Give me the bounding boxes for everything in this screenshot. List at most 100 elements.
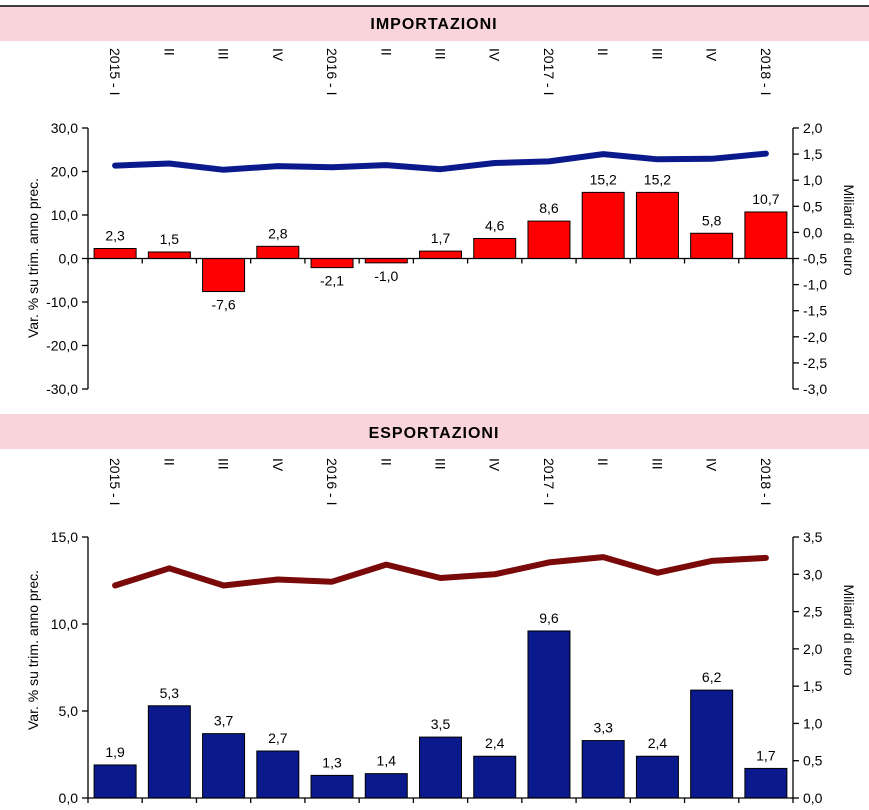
imp-category-label: II bbox=[595, 48, 611, 56]
exp-category-label: 2016 - I bbox=[324, 458, 340, 505]
exp-ytick-label: 5,0 bbox=[59, 703, 79, 719]
exp-value-label: 1,7 bbox=[756, 747, 776, 763]
exp-value-label: 1,9 bbox=[105, 744, 125, 760]
imp-y2tick-label: -0,5 bbox=[803, 251, 827, 267]
exp-category-label: IV bbox=[487, 458, 503, 472]
imp-value-label: -2,1 bbox=[320, 273, 344, 289]
exp-category-label: III bbox=[433, 458, 449, 470]
plot-area-imports bbox=[0, 41, 869, 410]
imp-bar bbox=[635, 191, 679, 260]
imp-bar bbox=[256, 245, 300, 260]
imp-value-label: 10,7 bbox=[752, 191, 779, 207]
imp-y2tick-label: -2,0 bbox=[803, 329, 827, 345]
exp-line-series bbox=[112, 554, 769, 589]
exp-bar bbox=[310, 774, 354, 799]
imp-category-label: III bbox=[216, 48, 232, 60]
imp-bar bbox=[527, 220, 571, 259]
imp-y2tick-label: -2,5 bbox=[803, 355, 827, 371]
imp-ytick-label: 20,0 bbox=[51, 164, 78, 180]
imp-bar bbox=[147, 251, 191, 260]
exp-value-label: 2,4 bbox=[485, 735, 505, 751]
imp-y2tick-label: 0,5 bbox=[803, 198, 823, 214]
exp-bar bbox=[202, 733, 246, 799]
exp-category-label: II bbox=[161, 458, 177, 466]
imp-line-series bbox=[112, 150, 769, 173]
exp-ytick-label: 0,0 bbox=[59, 790, 79, 806]
imp-bar bbox=[364, 258, 408, 264]
imp-category-label: 2018 - I bbox=[758, 48, 774, 95]
exp-ytick-label: 10,0 bbox=[51, 616, 78, 632]
exp-value-label: 6,2 bbox=[702, 669, 722, 685]
imp-value-label: 4,6 bbox=[485, 217, 505, 233]
exp-value-label: 2,4 bbox=[648, 735, 668, 751]
imp-category-label: IV bbox=[270, 48, 286, 62]
imp-value-label: 1,7 bbox=[431, 230, 451, 246]
exp-value-label: 5,3 bbox=[160, 685, 180, 701]
imp-y2tick-label: -3,0 bbox=[803, 381, 827, 397]
imp-ytick-label: 10,0 bbox=[51, 207, 78, 223]
exp-y2tick-label: 3,5 bbox=[803, 529, 823, 545]
imp-y2tick-label: 1,5 bbox=[803, 146, 823, 162]
title-exports: ESPORTAZIONI bbox=[369, 425, 500, 442]
imp-bar bbox=[690, 232, 734, 260]
exp-category-label: 2015 - I bbox=[107, 458, 123, 505]
exp-y2tick-label: 2,0 bbox=[803, 641, 823, 657]
imp-value-label: 15,2 bbox=[644, 171, 671, 187]
exp-category-label: II bbox=[378, 458, 394, 466]
exp-bar bbox=[93, 764, 137, 799]
exp-bar bbox=[364, 773, 408, 799]
exp-category-label: III bbox=[216, 458, 232, 470]
imp-bar bbox=[581, 191, 625, 260]
exp-y2tick-label: 1,5 bbox=[803, 678, 823, 694]
imp-ytick-label: -10,0 bbox=[46, 294, 78, 310]
exp-category-label: II bbox=[595, 458, 611, 466]
exp-bar bbox=[635, 755, 679, 799]
imp-value-label: 15,2 bbox=[590, 171, 617, 187]
imp-bar bbox=[202, 258, 246, 293]
title-imports: IMPORTAZIONI bbox=[370, 16, 497, 33]
imp-value-label: 8,6 bbox=[539, 200, 559, 216]
imp-category-label: 2015 - I bbox=[107, 48, 123, 95]
ylabel-exports: Var. % su trim. anno prec. bbox=[25, 570, 41, 730]
imp-bar bbox=[310, 258, 354, 269]
exp-category-label: 2017 - I bbox=[541, 458, 557, 505]
imp-y2tick-label: 2,0 bbox=[803, 120, 823, 136]
imp-value-label: -7,6 bbox=[212, 297, 236, 313]
imp-category-label: II bbox=[378, 48, 394, 56]
exp-bar bbox=[147, 705, 191, 799]
exp-bar bbox=[473, 755, 517, 799]
chart-imports: 30,0 20,0 10,0 0,0 -10,0 -20,0 -30,0 2,0 1,5 1,0 0… bbox=[46, 48, 827, 397]
imp-category-label: 2017 - I bbox=[541, 48, 557, 95]
imp-ytick-label: -30,0 bbox=[46, 381, 78, 397]
imp-ytick-label: 0,0 bbox=[59, 251, 79, 267]
imp-y2tick-label: -1,0 bbox=[803, 277, 827, 293]
imp-value-label: 1,5 bbox=[160, 231, 180, 247]
imp-value-label: 5,8 bbox=[702, 212, 722, 228]
exp-value-label: 3,7 bbox=[214, 713, 234, 729]
chart-exports: 15,0 10,0 5,0 0,0 3,5 3,0 2,5 2,0 1,5 1,0 0,5 0,0 1,… bbox=[51, 458, 823, 806]
exp-bar bbox=[256, 750, 300, 799]
imp-category-label: 2016 - I bbox=[324, 48, 340, 95]
exp-bar bbox=[527, 630, 571, 799]
imp-y2tick-label: 1,0 bbox=[803, 172, 823, 188]
exp-value-label: 1,4 bbox=[377, 753, 397, 769]
exp-value-label: 3,3 bbox=[593, 720, 613, 736]
imp-category-label: III bbox=[649, 48, 665, 60]
imp-bar bbox=[473, 237, 517, 260]
imp-ytick-label: -20,0 bbox=[46, 338, 78, 354]
imp-ytick-label: 30,0 bbox=[51, 120, 78, 136]
exp-ytick-label: 15,0 bbox=[51, 529, 78, 545]
y2label-imports: Miliardi di euro bbox=[841, 184, 857, 275]
imp-value-label: -1,0 bbox=[374, 268, 398, 284]
imp-value-label: 2,3 bbox=[105, 227, 125, 243]
exp-value-label: 1,3 bbox=[322, 754, 342, 770]
exp-y2tick-label: 0,5 bbox=[803, 753, 823, 769]
exp-y2tick-label: 2,5 bbox=[803, 604, 823, 620]
exp-value-label: 2,7 bbox=[268, 730, 288, 746]
y2label-exports: Miliardi di euro bbox=[841, 584, 857, 675]
imp-category-label: III bbox=[433, 48, 449, 60]
exp-category-label: IV bbox=[270, 458, 286, 472]
imp-y2tick-label: 0,0 bbox=[803, 224, 823, 240]
